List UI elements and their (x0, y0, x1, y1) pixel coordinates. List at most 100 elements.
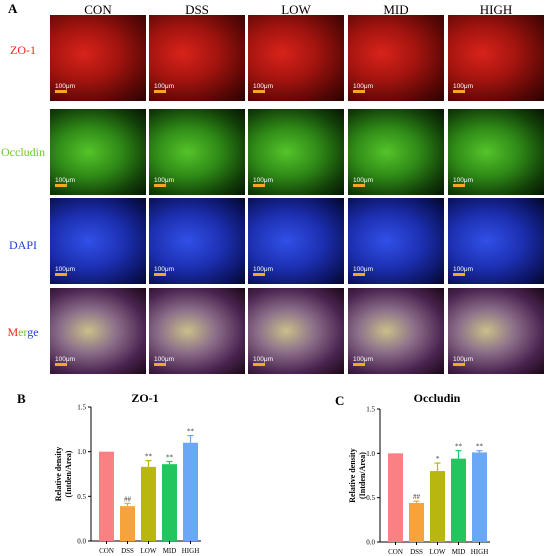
y-axis-label: (Intden/Area) (358, 452, 367, 499)
micrograph-occludin-mid: 100μm (348, 109, 444, 195)
bar-mid (162, 464, 177, 541)
scale-bar-label: 100μm (154, 356, 175, 363)
scale-bar-label: 100μm (253, 177, 274, 184)
scale-bar (154, 363, 166, 366)
scale-bar-label: 100μm (453, 177, 474, 184)
significance-label: ** (187, 428, 195, 436)
y-tick-label: 1.0 (77, 448, 86, 456)
bar-dss (120, 506, 135, 541)
scale-bar-label: 100μm (55, 83, 76, 90)
micrograph-occludin-low: 100μm (248, 109, 344, 195)
micrograph-dapi-con: 100μm (50, 198, 146, 284)
scale-bar-label: 100μm (353, 83, 374, 90)
scale-bar-label: 100μm (55, 356, 76, 363)
scale-bar-label: 100μm (353, 177, 374, 184)
micrograph-dapi-high: 100μm (448, 198, 544, 284)
y-axis-label: Relative density (54, 447, 63, 501)
micrograph-zo-1-high: 100μm (448, 15, 544, 101)
scale-bar (353, 90, 365, 93)
x-tick-label: DSS (121, 547, 134, 555)
micrograph-zo-1-mid: 100μm (348, 15, 444, 101)
micrograph-merge-dss: 100μm (149, 288, 245, 374)
x-tick-label: LOW (430, 548, 446, 555)
x-tick-label: DSS (410, 548, 423, 555)
scale-bar-label: 100μm (154, 83, 175, 90)
scale-bar-label: 100μm (55, 266, 76, 273)
bar-low (430, 471, 445, 542)
scale-bar (154, 184, 166, 187)
y-tick-label: 0.0 (366, 539, 375, 547)
scale-bar-label: 100μm (154, 266, 175, 273)
chart-title: Occludin (414, 391, 461, 405)
chart-title: ZO-1 (131, 391, 158, 405)
scale-bar (55, 184, 67, 187)
row-label-merge-part: ge (27, 325, 39, 339)
significance-label: ## (413, 493, 421, 501)
micrograph-dapi-low: 100μm (248, 198, 344, 284)
significance-label: ** (455, 443, 463, 451)
y-tick-label: 0.0 (77, 538, 86, 546)
row-label-occludin: Occludin (1, 145, 45, 159)
occludin-bar-chart: Occludin 0.0 0.5 1.0 1.5 Relative density (Int… (348, 391, 490, 555)
micrograph-merge-low: 100μm (248, 288, 344, 374)
column-header-mid: MID (383, 2, 409, 17)
row-label-merge: Merge (0, 325, 46, 340)
scale-bar-label: 100μm (253, 83, 274, 90)
scale-bar (55, 363, 67, 366)
bar-low (141, 466, 156, 541)
column-header-con: CON (84, 2, 112, 17)
scale-bar (453, 184, 465, 187)
significance-label: ** (166, 453, 174, 461)
scale-bar-label: 100μm (154, 177, 175, 184)
micrograph-dapi-mid: 100μm (348, 198, 444, 284)
significance-label: ** (145, 453, 153, 461)
x-tick-label: MID (452, 548, 466, 555)
y-axis-label: (Intden/Area) (64, 450, 73, 497)
micrograph-occludin-dss: 100μm (149, 109, 245, 195)
micrograph-occludin-high: 100μm (448, 109, 544, 195)
scale-bar-label: 100μm (353, 356, 374, 363)
scale-bar (55, 90, 67, 93)
x-tick-label: MID (163, 547, 177, 555)
y-tick-label: 0.5 (366, 494, 375, 502)
scale-bar (353, 273, 365, 276)
row-label-dapi: DAPI (8, 238, 37, 252)
x-tick-label: HIGH (182, 547, 200, 555)
micrograph-occludin-con: 100μm (50, 109, 146, 195)
panel-c-letter: C (335, 393, 345, 408)
zo1-bar-chart: ZO-1 0.0 0.5 1.0 1.5 Relative density (Intden/… (54, 391, 201, 555)
row-label-merge-part: M (7, 325, 19, 339)
y-tick-label: 1.0 (366, 450, 375, 458)
bar-dss (409, 502, 424, 542)
bar-con (388, 453, 403, 542)
scale-bar (453, 273, 465, 276)
scale-bar-label: 100μm (253, 356, 274, 363)
scale-bar (353, 184, 365, 187)
bar-con (99, 451, 114, 541)
micrograph-merge-mid: 100μm (348, 288, 444, 374)
scale-bar (253, 363, 265, 366)
micrograph-zo-1-low: 100μm (248, 15, 344, 101)
scale-bar (253, 273, 265, 276)
scale-bar (453, 363, 465, 366)
row-label-merge-part: er (18, 325, 28, 339)
scale-bar-label: 100μm (253, 266, 274, 273)
panel-b-letter: B (17, 391, 26, 406)
scale-bar (154, 90, 166, 93)
y-tick-label: 1.5 (366, 406, 375, 414)
x-tick-label: HIGH (471, 548, 489, 555)
scale-bar (253, 184, 265, 187)
column-header-high: HIGH (479, 2, 513, 17)
micrograph-zo-1-con: 100μm (50, 15, 146, 101)
micrograph-merge-high: 100μm (448, 288, 544, 374)
bar-mid (451, 458, 466, 542)
row-label-zo-1: ZO-1 (10, 43, 36, 57)
scale-bar-label: 100μm (353, 266, 374, 273)
panel-a-letter: A (8, 1, 18, 16)
scale-bar-label: 100μm (55, 177, 76, 184)
column-header-dss: DSS (185, 2, 209, 17)
x-tick-label: LOW (141, 547, 157, 555)
x-tick-label: CON (99, 547, 114, 555)
x-tick-label: CON (388, 548, 403, 555)
column-header-low: LOW (281, 2, 311, 17)
